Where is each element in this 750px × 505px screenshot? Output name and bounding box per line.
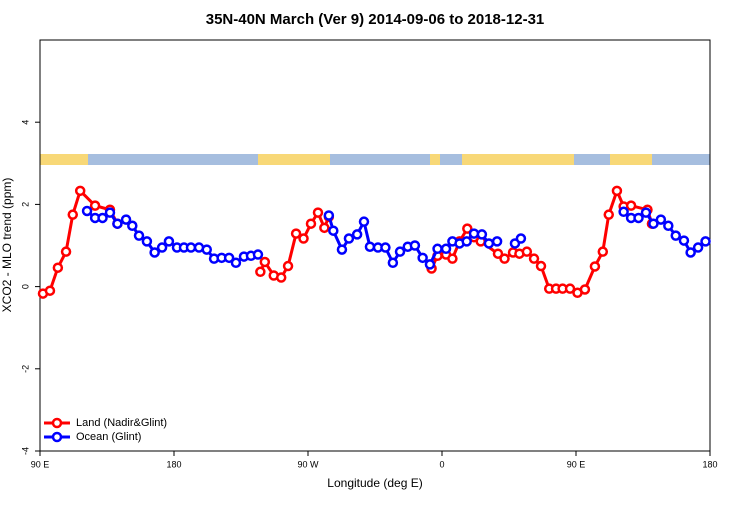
y-tick-label: 0 — [20, 284, 30, 289]
data-point — [491, 236, 503, 247]
data-point — [618, 206, 629, 218]
data-point — [611, 185, 623, 197]
x-tick-label: 0 — [439, 459, 444, 469]
data-point — [282, 260, 294, 272]
data-point — [417, 252, 428, 264]
data-point — [343, 233, 355, 244]
legend-marker — [51, 417, 63, 429]
y-tick-label: -2 — [20, 365, 30, 373]
data-point — [700, 236, 711, 247]
data-point — [52, 262, 64, 273]
data-point — [156, 242, 168, 253]
x-tick-label: 180 — [166, 459, 181, 469]
data-point — [394, 246, 406, 257]
data-point — [149, 247, 160, 258]
data-point — [223, 252, 235, 264]
data-point — [692, 242, 704, 253]
data-point — [447, 253, 458, 264]
data-point — [275, 272, 287, 283]
data-point — [685, 247, 696, 258]
data-point — [104, 207, 116, 218]
data-point — [336, 244, 348, 255]
data-point — [515, 233, 527, 244]
data-point — [44, 285, 56, 296]
data-point — [298, 233, 309, 244]
data-point — [440, 243, 452, 255]
y-axis-label: XCO2 - MLO trend (ppm) — [0, 178, 14, 313]
data-point — [655, 214, 667, 225]
y-tick-label: -4 — [20, 447, 30, 455]
data-point — [133, 230, 145, 241]
data-point — [564, 283, 576, 294]
data-point — [323, 210, 335, 221]
data-point — [535, 260, 547, 272]
data-point — [461, 236, 472, 247]
data-point — [528, 253, 540, 264]
data-point — [74, 185, 86, 197]
legend-label: Ocean (Glint) — [76, 431, 141, 443]
data-point — [255, 266, 266, 278]
x-axis-label: Longitude (deg E) — [327, 476, 422, 490]
data-point — [499, 253, 510, 264]
data-point — [141, 236, 153, 247]
data-point — [648, 218, 659, 229]
x-tick-label: 90 W — [297, 459, 319, 469]
x-tick-label: 90 E — [31, 459, 50, 469]
x-tick-label: 90 E — [567, 459, 586, 469]
data-point — [112, 218, 123, 229]
data-point — [462, 223, 473, 234]
data-point — [364, 241, 376, 252]
data-point — [305, 218, 317, 229]
data-point — [163, 236, 175, 247]
legend-marker — [51, 431, 63, 443]
map-strip — [40, 154, 710, 165]
data-point — [259, 256, 271, 268]
data-point — [97, 212, 108, 224]
data-point — [492, 248, 504, 259]
y-tick-label: 4 — [20, 120, 30, 125]
data-point — [597, 246, 609, 257]
legend-label: Land (Nadir&Glint) — [76, 417, 167, 429]
data-point — [351, 229, 363, 240]
plot-frame — [39, 39, 711, 452]
data-point — [127, 220, 138, 232]
data-point — [424, 259, 436, 270]
data-point — [678, 235, 690, 246]
data-point — [663, 220, 674, 232]
data-point — [358, 216, 370, 227]
chart-title: 35N-40N March (Ver 9) 2014-09-06 to 2018… — [206, 11, 545, 28]
data-point — [387, 257, 399, 269]
data-point — [89, 200, 101, 211]
data-point — [589, 261, 601, 272]
data-point — [290, 228, 302, 239]
data-point — [670, 230, 682, 241]
data-point — [81, 205, 93, 217]
data-point — [409, 240, 421, 251]
data-point — [476, 229, 488, 240]
data-point — [252, 249, 264, 260]
data-point — [483, 238, 495, 249]
data-point — [521, 246, 533, 257]
series-line — [86, 209, 707, 267]
data-point — [380, 242, 391, 253]
data-point — [603, 209, 615, 220]
data-point — [230, 257, 242, 269]
x-tick-label: 180 — [702, 459, 717, 469]
data-point — [60, 246, 72, 257]
data-point — [432, 243, 443, 255]
data-point — [312, 207, 324, 218]
data-point — [640, 207, 652, 218]
y-tick-label: 2 — [20, 202, 30, 207]
data-point — [201, 244, 213, 255]
data-point — [120, 214, 132, 225]
data-point — [625, 200, 637, 211]
data-point — [328, 225, 339, 236]
data-point — [67, 209, 79, 220]
data-point — [579, 284, 591, 295]
data-point — [319, 222, 330, 234]
data-point — [633, 212, 644, 224]
